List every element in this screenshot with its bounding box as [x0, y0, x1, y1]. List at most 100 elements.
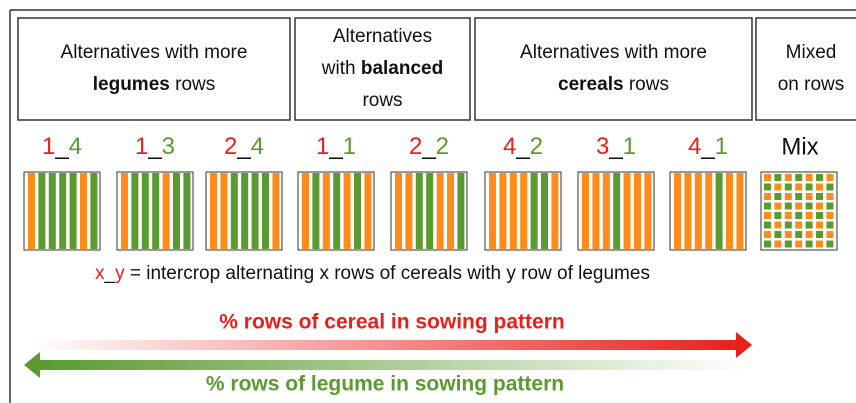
legend-sep: _	[104, 263, 116, 284]
header-line: on rows	[778, 74, 845, 95]
header-line: Alternatives	[333, 26, 432, 47]
header-text: on rows	[778, 74, 845, 95]
stripe	[644, 173, 652, 249]
pattern-x: 4	[688, 133, 701, 160]
pattern-sep: _	[236, 133, 251, 160]
stripe	[354, 173, 361, 249]
cereal-arrow-shaft	[28, 340, 740, 350]
mix-cell	[774, 202, 782, 210]
mix-cell	[826, 193, 834, 200]
stripe	[364, 173, 372, 249]
header-text: rows	[170, 74, 215, 95]
stripe	[736, 173, 744, 249]
stripe	[694, 173, 702, 249]
pattern-label: 2_2	[409, 133, 449, 160]
cereal-arrow-label: % rows of cereal in sowing pattern	[219, 311, 564, 334]
pattern-sep: _	[147, 133, 162, 160]
header-line: Mixed	[786, 42, 837, 63]
stripe	[322, 173, 330, 249]
pattern-y: 1	[623, 133, 636, 160]
header-text: Alternatives with more	[520, 42, 707, 63]
header-box	[294, 17, 471, 121]
mix-cell	[826, 212, 834, 219]
header-text: legumes	[93, 74, 170, 95]
stripe	[90, 173, 98, 249]
stripe	[623, 173, 631, 249]
pattern-x: 3	[596, 133, 609, 160]
stripe	[530, 173, 538, 249]
header-text: Mixed	[786, 42, 837, 63]
stripe	[634, 173, 641, 249]
stripe	[715, 173, 723, 249]
stripe	[141, 173, 149, 249]
stripe	[415, 173, 423, 249]
mix-cell	[774, 240, 782, 248]
stripe	[520, 173, 528, 249]
mix-cell	[764, 212, 771, 219]
mix-cell	[805, 193, 813, 200]
header-box	[474, 17, 753, 121]
pattern-sep: _	[608, 133, 623, 160]
header-line: Alternatives with more	[61, 42, 248, 63]
mix-cell	[795, 183, 803, 191]
pattern-y: 1	[715, 133, 728, 160]
legend-text: x_y = intercrop alternating x rows of ce…	[95, 263, 650, 284]
pattern-y: 2	[436, 133, 449, 160]
stripe	[395, 173, 402, 249]
mix-cell	[795, 221, 803, 229]
legume-arrow-head	[24, 352, 40, 378]
mix-cell	[826, 231, 834, 238]
pattern-label: 3_1	[596, 133, 636, 160]
mix-cell	[816, 202, 823, 210]
legume-arrow-shaft	[38, 360, 750, 370]
pattern-label: 1_1	[316, 133, 356, 160]
mix-cell	[816, 174, 823, 181]
stripe	[489, 173, 496, 249]
mix-cell	[774, 193, 782, 200]
header-line: with balanced	[321, 58, 443, 79]
stripe	[28, 173, 35, 249]
mix-cell	[816, 193, 823, 200]
legend-desc: = intercrop alternating x rows of cereal…	[125, 263, 650, 284]
mix-cell	[784, 174, 792, 181]
mix-cell	[816, 240, 823, 248]
cereal-arrow-head	[736, 332, 752, 358]
pattern-y: 1	[343, 133, 356, 160]
stripe	[613, 173, 621, 249]
mix-cell	[795, 212, 803, 219]
stripe	[436, 173, 444, 249]
mix-cell	[784, 202, 792, 210]
mix-cell	[764, 202, 771, 210]
stripe	[272, 173, 280, 249]
stripe	[302, 173, 309, 249]
pattern-label: 1_4	[42, 133, 82, 160]
header-text: cereals	[558, 74, 624, 95]
mix-cell	[805, 212, 813, 219]
pattern-sep: _	[700, 133, 715, 160]
pattern-sep: _	[515, 133, 530, 160]
header-text: rows	[362, 90, 402, 111]
mix-cell	[774, 183, 782, 191]
header-line: legumes rows	[93, 74, 216, 95]
mix-cell	[805, 183, 813, 191]
stripe	[152, 173, 160, 249]
stripe	[210, 173, 217, 249]
stripe	[447, 173, 454, 249]
stripe	[48, 173, 56, 249]
pattern-label: 4_2	[503, 133, 543, 160]
mix-cell	[805, 240, 813, 248]
mix-cell	[826, 221, 834, 229]
mix-cell	[816, 212, 823, 219]
mix-cell	[774, 212, 782, 219]
mix-cell	[795, 174, 803, 181]
header-line: cereals rows	[558, 74, 669, 95]
pattern-y: 4	[69, 133, 82, 160]
header-text: Alternatives	[333, 26, 432, 47]
mix-cell	[764, 174, 771, 181]
stripe	[131, 173, 139, 249]
mix-cell	[764, 183, 771, 191]
mix-cell	[826, 183, 834, 191]
mix-cell	[795, 193, 803, 200]
stripe	[183, 173, 191, 249]
